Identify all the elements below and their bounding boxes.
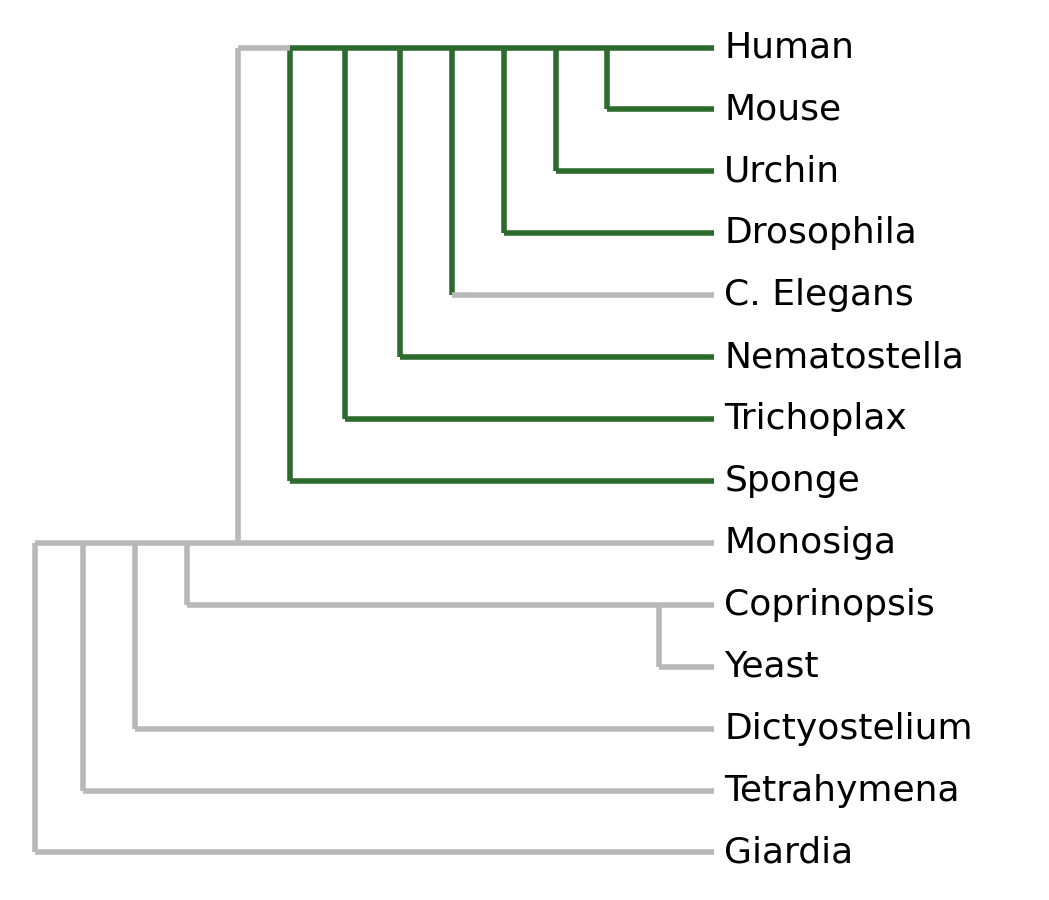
Text: Human: Human xyxy=(725,31,854,65)
Text: Drosophila: Drosophila xyxy=(725,216,917,250)
Text: Dictyostelium: Dictyostelium xyxy=(725,712,973,745)
Text: Tetrahymena: Tetrahymena xyxy=(725,774,960,807)
Text: Urchin: Urchin xyxy=(725,155,840,188)
Text: Giardia: Giardia xyxy=(725,835,854,869)
Text: Yeast: Yeast xyxy=(725,650,819,684)
Text: Trichoplax: Trichoplax xyxy=(725,402,907,436)
Text: Sponge: Sponge xyxy=(725,464,860,498)
Text: Monosiga: Monosiga xyxy=(725,526,896,560)
Text: Coprinopsis: Coprinopsis xyxy=(725,588,935,622)
Text: Nematostella: Nematostella xyxy=(725,340,964,374)
Text: C. Elegans: C. Elegans xyxy=(725,278,914,312)
Text: Mouse: Mouse xyxy=(725,93,841,126)
